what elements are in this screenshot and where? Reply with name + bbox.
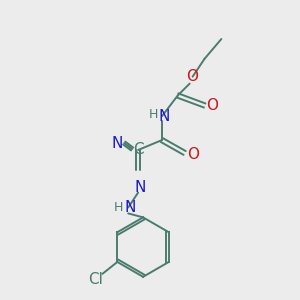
Text: Cl: Cl xyxy=(88,272,103,287)
Text: N: N xyxy=(158,109,169,124)
Text: N: N xyxy=(124,200,136,215)
Text: H: H xyxy=(148,108,158,121)
Text: N: N xyxy=(134,180,146,195)
Text: C: C xyxy=(133,142,143,157)
Text: O: O xyxy=(206,98,218,113)
Text: O: O xyxy=(187,69,199,84)
Text: N: N xyxy=(112,136,123,151)
Text: O: O xyxy=(188,148,200,163)
Text: H: H xyxy=(114,201,123,214)
